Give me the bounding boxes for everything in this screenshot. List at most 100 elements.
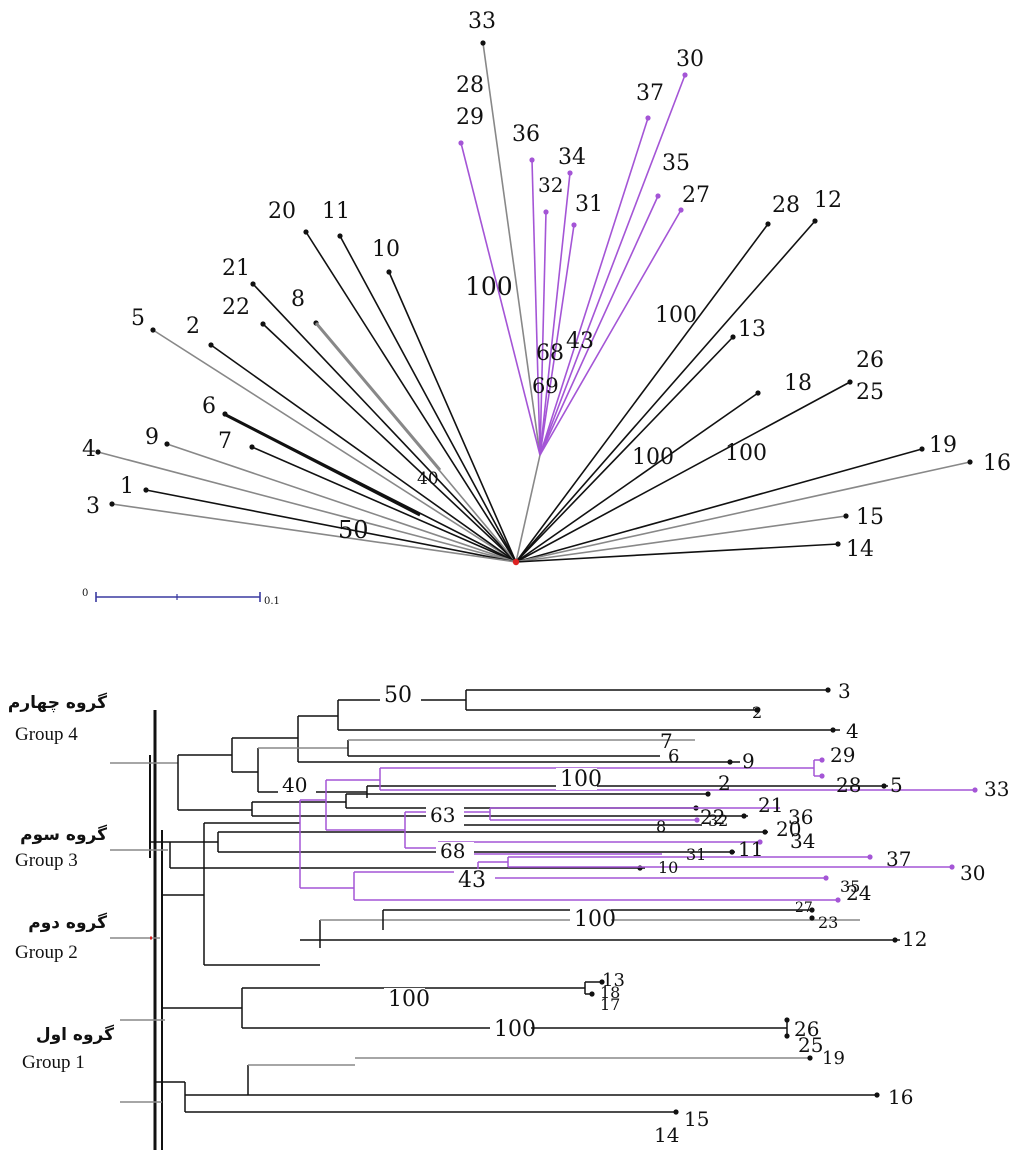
rect-leaf-label: 18	[600, 983, 620, 1002]
rect-bootstrap-label: 43	[458, 868, 486, 893]
radial-branch	[305, 231, 517, 563]
radial-leaf-label: 10	[372, 237, 400, 262]
radial-leaf-node	[386, 269, 392, 275]
group-label-fa: گروه دوم	[28, 912, 107, 933]
radial-leaf-label: 14	[846, 537, 874, 562]
rect-bootstrap-label: 63	[430, 803, 455, 827]
rect-leaf-label: 3	[838, 679, 851, 703]
group-label-en: Group 4	[15, 724, 78, 745]
radial-bootstrap-label: 100	[465, 272, 513, 301]
radial-leaf-label: 27	[682, 183, 710, 208]
rect-leaf-label: 32	[708, 811, 728, 830]
rect-leaf-label: 24	[846, 881, 871, 905]
radial-branch	[539, 117, 649, 456]
rect-leaf-label: 23	[818, 913, 838, 932]
rect-leaf-label: 36	[788, 805, 813, 829]
radial-leaf-label: 3	[86, 494, 100, 519]
radial-leaf-node	[835, 541, 841, 547]
rect-bootstrap-label: 100	[574, 907, 616, 932]
radial-branch	[539, 224, 575, 456]
rect-leaf-label: 5	[890, 773, 903, 797]
radial-branch	[152, 329, 517, 563]
radial-leaf-node	[164, 441, 170, 447]
rect-leaf-label: 17	[600, 995, 620, 1014]
radial-leaf-node	[303, 229, 309, 235]
radial-leaf-label: 26	[856, 348, 884, 373]
radial-leaf-node	[847, 379, 853, 385]
leaf-node	[599, 979, 605, 985]
radial-branch	[539, 195, 659, 456]
radial-branch	[166, 443, 517, 563]
rect-bootstrap-label: 40	[282, 773, 307, 797]
radial-leaf-label: 18	[784, 371, 812, 396]
radial-leaf-label: 28	[456, 73, 484, 98]
radial-branch	[145, 489, 517, 563]
radial-leaf-label: 31	[575, 192, 603, 217]
radial-leaf-node	[529, 157, 535, 163]
radial-leaf-label: 29	[456, 105, 484, 130]
radial-branch	[262, 323, 517, 563]
radial-branch	[539, 74, 686, 456]
radial-leaf-label: 5	[131, 306, 145, 331]
radial-leaf-node	[249, 444, 255, 450]
radial-branch	[515, 515, 847, 563]
group-label-fa: گروه اول	[36, 1024, 114, 1045]
scale-bar-end-label: 0.1	[264, 596, 280, 607]
rect-leaf-label: 12	[902, 927, 927, 951]
rect-leaf-label: 9	[742, 749, 755, 773]
radial-leaf-node	[150, 327, 156, 333]
radial-branch	[539, 172, 571, 456]
rect-leaf-label: 37	[886, 847, 911, 871]
rect-leaf-label: 6	[668, 746, 679, 767]
radial-leaf-node	[571, 222, 577, 228]
leaf-node	[949, 864, 955, 870]
radial-leaf-label: 28	[772, 193, 800, 218]
leaf-node	[589, 991, 595, 997]
radial-leaf-node	[919, 446, 925, 452]
rect-bootstrap-label: 100	[494, 1017, 536, 1042]
bootstrap-label-bg	[384, 988, 425, 1010]
leaf-node	[741, 813, 747, 819]
leaf-node	[694, 817, 700, 823]
rect-leaf-label: 28	[836, 773, 861, 797]
group-label-en: Group 3	[15, 850, 78, 871]
leaf-node	[892, 937, 898, 943]
group-label-en: Group 2	[15, 942, 78, 963]
rect-leaf-label: 15	[684, 1107, 709, 1131]
rect-leaf-label: 26	[794, 1017, 819, 1041]
radial-branch	[251, 446, 517, 563]
leaf-node	[729, 849, 735, 855]
radial-branch	[515, 392, 759, 563]
group-label-fa: گروه چهارم	[8, 692, 107, 713]
radial-branch	[539, 211, 547, 456]
radial-leaf-node	[95, 449, 101, 455]
leaf-node	[807, 1055, 813, 1061]
radial-leaf-label: 16	[983, 451, 1011, 476]
radial-leaf-label: 15	[856, 505, 884, 530]
leaf-node	[972, 787, 978, 793]
radial-branch	[539, 209, 682, 456]
radial-leaf-label: 11	[322, 199, 350, 224]
radial-leaf-node	[337, 233, 343, 239]
leaf-node	[825, 687, 831, 693]
leaf-node	[867, 854, 873, 860]
radial-leaf-node	[208, 342, 214, 348]
radial-bootstrap-label: 100	[655, 303, 697, 328]
radial-bootstrap-label: 40	[417, 469, 439, 489]
rect-leaf-label: 22	[700, 805, 725, 829]
rect-bootstrap-label: 68	[440, 839, 465, 863]
bootstrap-label-bg	[436, 842, 474, 862]
radial-branch	[460, 142, 541, 456]
rect-leaf-label: 2	[718, 771, 731, 795]
radial-leaf-node	[843, 513, 849, 519]
leaf-node	[809, 915, 815, 921]
rect-leaf-label: 11	[738, 837, 763, 861]
radial-bootstrap-label: 100	[632, 445, 674, 470]
bootstrap-label-bg	[454, 869, 495, 891]
radial-branch	[339, 235, 517, 563]
leaf-node	[762, 829, 768, 835]
radial-branch	[515, 223, 769, 563]
radial-branch	[482, 42, 541, 456]
rect-bootstrap-label: 50	[384, 683, 412, 708]
